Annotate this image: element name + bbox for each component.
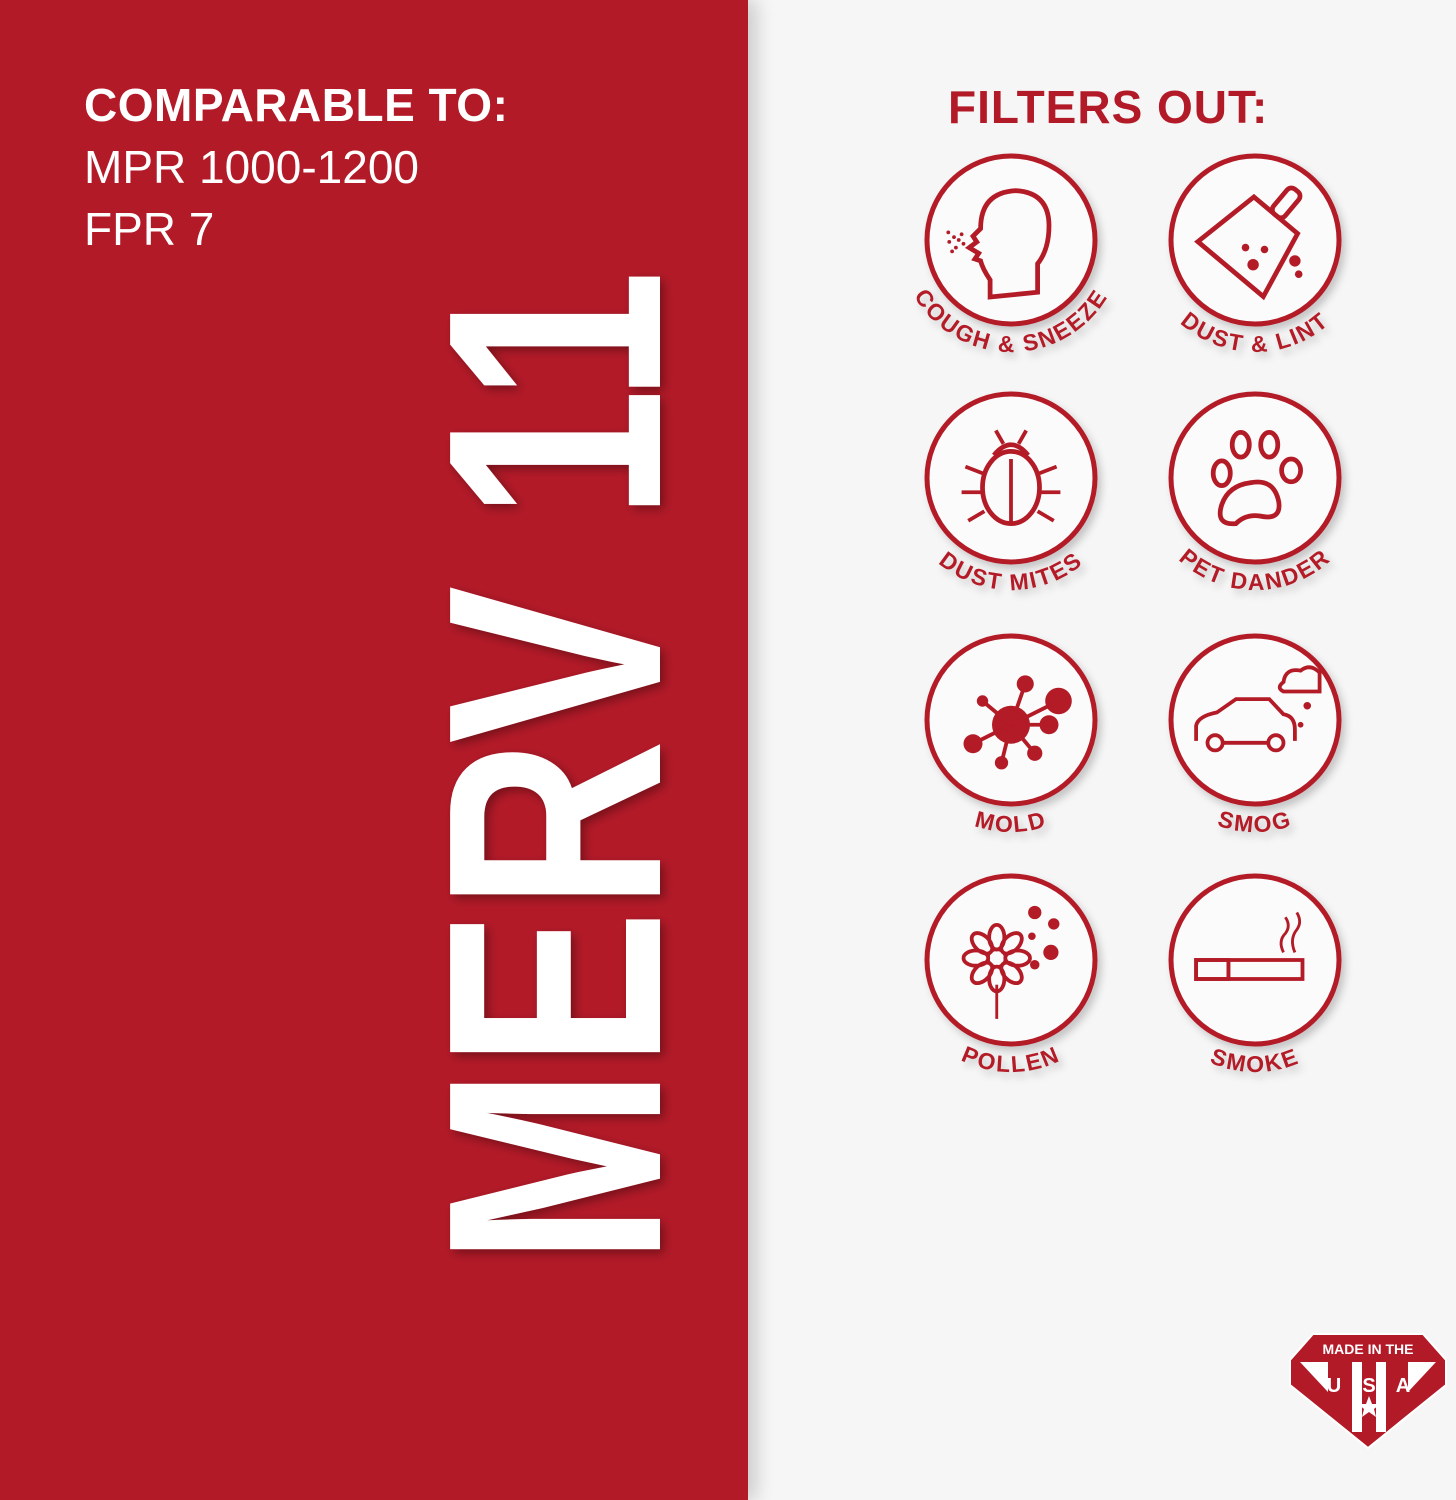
filter-item: DUST MITES	[924, 391, 1098, 595]
filter-circle	[1168, 153, 1342, 327]
comparable-fpr: FPR 7	[84, 203, 215, 255]
filter-item: COUGH & SNEEZE	[909, 153, 1111, 357]
filter-circle	[924, 873, 1098, 1047]
filter-item: DUST & LINT	[1168, 153, 1342, 357]
filter-item: PET DANDER	[1168, 391, 1342, 595]
made-in-usa-badge: MADE IN THE U S A	[1289, 1333, 1447, 1450]
comparable-title: COMPARABLE TO:	[84, 79, 509, 131]
bug-icon	[961, 429, 1061, 526]
cigarette-icon	[1194, 911, 1305, 981]
merv-rating: MERV 11	[384, 270, 725, 1265]
filter-circle	[1168, 633, 1342, 807]
car-smog-icon	[1194, 665, 1322, 753]
badge-letter-u: U	[1327, 1375, 1341, 1397]
badge-letter-s: S	[1362, 1375, 1375, 1397]
filter-circle	[924, 153, 1098, 327]
filter-label: SMOG	[1215, 805, 1295, 837]
filter-item: SMOKE	[1168, 873, 1342, 1077]
filters-title: FILTERS OUT:	[948, 81, 1269, 133]
filter-item: POLLEN	[924, 873, 1098, 1077]
star-icon	[1358, 1396, 1380, 1417]
badge-letter-a: A	[1396, 1375, 1410, 1397]
paw-icon	[1210, 430, 1303, 527]
merv-rating-text: MERV 11	[384, 270, 725, 1265]
flower-icon	[961, 905, 1060, 1019]
filter-label: SMOKE	[1207, 1043, 1302, 1077]
head-sneeze-icon	[946, 188, 1052, 300]
comparable-mpr: MPR 1000-1200	[84, 141, 419, 193]
badge-top-text: MADE IN THE	[1323, 1341, 1414, 1357]
mold-spore-icon	[963, 675, 1072, 770]
filter-item: MOLD	[924, 633, 1098, 838]
filter-circle	[1168, 391, 1342, 565]
left-panel: COMPARABLE TO: MPR 1000-1200 FPR 7	[0, 0, 748, 1500]
filter-item: SMOG	[1168, 633, 1342, 837]
filter-label: MOLD	[973, 806, 1050, 838]
dustpan-icon	[1194, 185, 1303, 301]
